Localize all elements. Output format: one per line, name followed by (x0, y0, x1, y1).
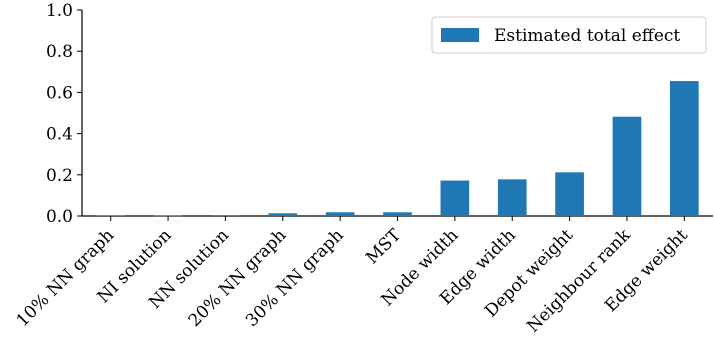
legend-frame (431, 16, 707, 54)
bar (153, 215, 183, 217)
y-tick-label: 1.0 (46, 1, 73, 21)
x-tick-label: MST (362, 225, 405, 268)
bar (325, 212, 355, 216)
y-tick-label: 0.4 (46, 125, 73, 145)
bar (440, 180, 470, 216)
legend-label: Estimated total effect (494, 26, 680, 46)
bars (96, 81, 699, 217)
y-tick-label: 0.0 (46, 207, 73, 227)
bar (96, 215, 126, 216)
x-tick-label: 10% NN graph (13, 225, 119, 331)
x-tick-label: 20% NN graph (185, 225, 291, 331)
y-tick-label: 0.2 (46, 166, 73, 186)
legend: Estimated total effect (431, 16, 707, 54)
bar (383, 212, 412, 216)
bar (555, 172, 584, 216)
bar (612, 116, 642, 216)
x-tick-label: 30% NN graph (242, 225, 348, 331)
y-tick-label: 0.8 (46, 42, 73, 62)
y-axis-ticks: 0.0 0.2 0.4 0.6 0.8 1.0 (46, 1, 82, 227)
bar (268, 213, 298, 216)
bar (497, 179, 527, 216)
x-tick-label: Neighbour rank (523, 225, 635, 337)
bar (669, 81, 699, 216)
y-tick-label: 0.6 (46, 83, 73, 103)
legend-swatch (441, 28, 479, 42)
bar (211, 215, 240, 216)
